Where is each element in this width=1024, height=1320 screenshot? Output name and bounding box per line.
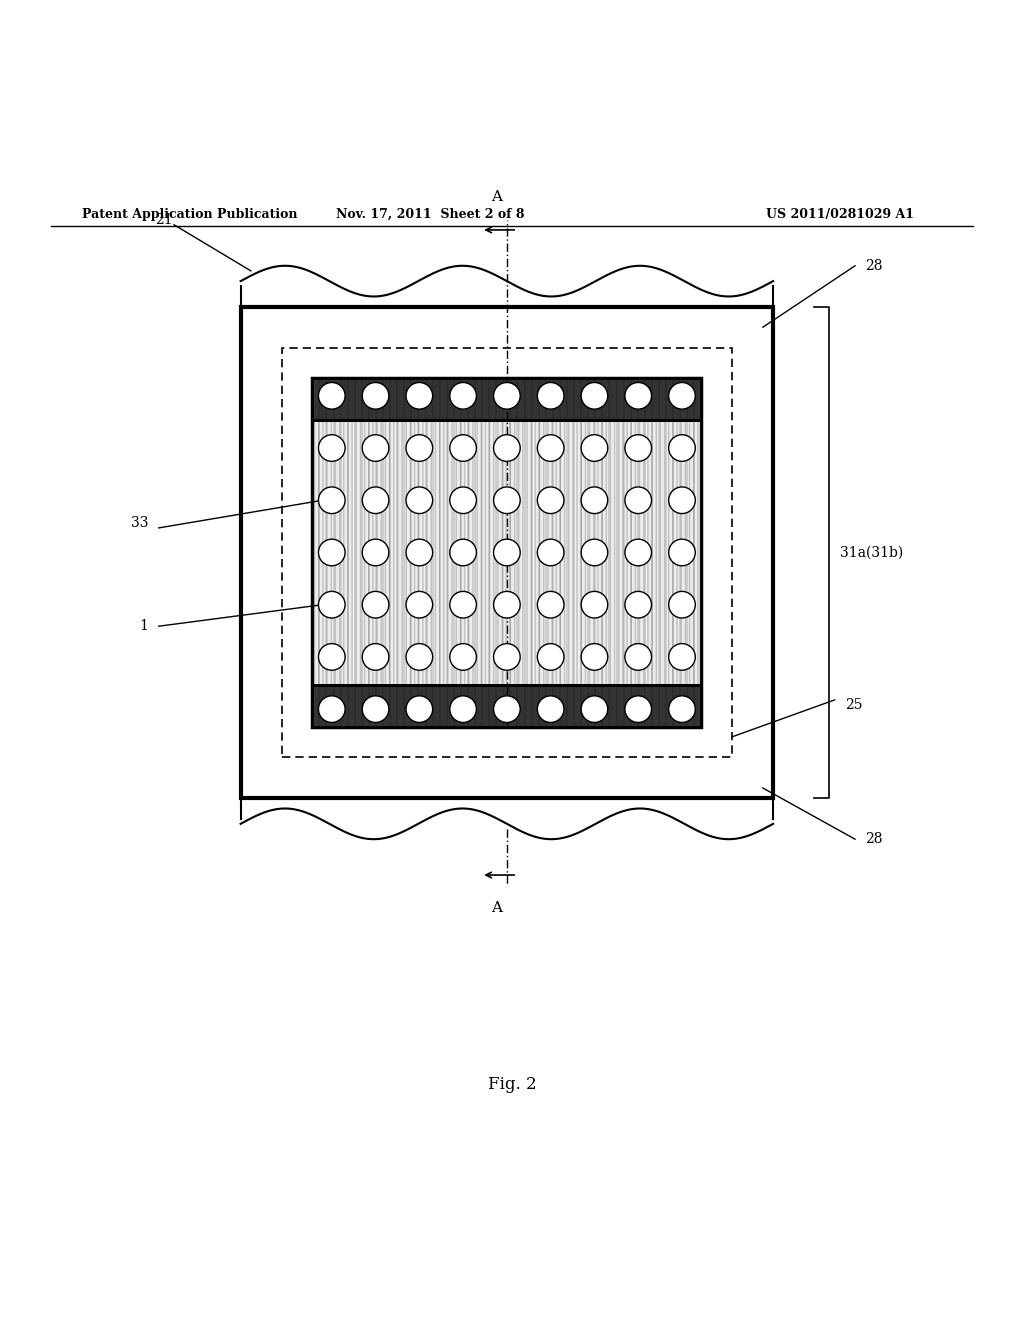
Circle shape — [406, 487, 432, 513]
Circle shape — [625, 434, 651, 462]
Circle shape — [538, 487, 564, 513]
Circle shape — [406, 383, 432, 409]
Circle shape — [538, 434, 564, 462]
Bar — [312, 379, 701, 726]
Circle shape — [406, 539, 432, 566]
Circle shape — [625, 644, 651, 671]
Circle shape — [318, 591, 345, 618]
Circle shape — [669, 644, 695, 671]
Bar — [312, 379, 701, 420]
Circle shape — [581, 383, 608, 409]
Circle shape — [406, 434, 432, 462]
Text: Fig. 2: Fig. 2 — [487, 1077, 537, 1093]
Circle shape — [362, 591, 389, 618]
Circle shape — [625, 591, 651, 618]
Circle shape — [318, 539, 345, 566]
Circle shape — [581, 696, 608, 722]
Text: 31a(31b): 31a(31b) — [840, 545, 903, 560]
Circle shape — [538, 696, 564, 722]
Bar — [312, 685, 701, 726]
Circle shape — [538, 539, 564, 566]
Circle shape — [318, 434, 345, 462]
Circle shape — [538, 383, 564, 409]
Circle shape — [450, 383, 476, 409]
Circle shape — [669, 487, 695, 513]
Circle shape — [581, 644, 608, 671]
Circle shape — [538, 644, 564, 671]
Circle shape — [494, 383, 520, 409]
Circle shape — [494, 487, 520, 513]
Text: A: A — [492, 190, 502, 205]
Text: Nov. 17, 2011  Sheet 2 of 8: Nov. 17, 2011 Sheet 2 of 8 — [336, 209, 524, 220]
Text: 28: 28 — [865, 832, 883, 846]
Circle shape — [450, 434, 476, 462]
Circle shape — [362, 696, 389, 722]
Circle shape — [362, 539, 389, 566]
Circle shape — [669, 434, 695, 462]
Text: 28: 28 — [865, 259, 883, 273]
Circle shape — [669, 696, 695, 722]
Circle shape — [406, 696, 432, 722]
Circle shape — [669, 591, 695, 618]
Circle shape — [494, 539, 520, 566]
Text: 33: 33 — [131, 516, 148, 531]
Circle shape — [318, 487, 345, 513]
Circle shape — [581, 591, 608, 618]
Circle shape — [450, 487, 476, 513]
Circle shape — [406, 644, 432, 671]
Circle shape — [362, 434, 389, 462]
Circle shape — [625, 539, 651, 566]
Circle shape — [318, 383, 345, 409]
Circle shape — [494, 644, 520, 671]
Circle shape — [669, 539, 695, 566]
Circle shape — [494, 591, 520, 618]
Circle shape — [450, 539, 476, 566]
Bar — [312, 420, 701, 685]
Circle shape — [625, 487, 651, 513]
Circle shape — [494, 696, 520, 722]
Bar — [312, 379, 701, 726]
Circle shape — [581, 539, 608, 566]
Text: A: A — [492, 900, 502, 915]
Circle shape — [581, 434, 608, 462]
Bar — [241, 306, 773, 799]
Circle shape — [581, 487, 608, 513]
Circle shape — [318, 696, 345, 722]
Circle shape — [625, 383, 651, 409]
Circle shape — [450, 644, 476, 671]
Circle shape — [362, 383, 389, 409]
Text: Patent Application Publication: Patent Application Publication — [82, 209, 297, 220]
Text: 21: 21 — [155, 213, 173, 227]
Text: 25: 25 — [845, 698, 862, 711]
Circle shape — [406, 591, 432, 618]
Text: US 2011/0281029 A1: US 2011/0281029 A1 — [766, 209, 913, 220]
Circle shape — [450, 696, 476, 722]
Circle shape — [362, 644, 389, 671]
Circle shape — [362, 487, 389, 513]
Circle shape — [494, 434, 520, 462]
Bar — [282, 347, 732, 758]
Circle shape — [450, 591, 476, 618]
Circle shape — [538, 591, 564, 618]
Circle shape — [625, 696, 651, 722]
Circle shape — [318, 644, 345, 671]
Text: 1: 1 — [139, 619, 148, 634]
Circle shape — [669, 383, 695, 409]
